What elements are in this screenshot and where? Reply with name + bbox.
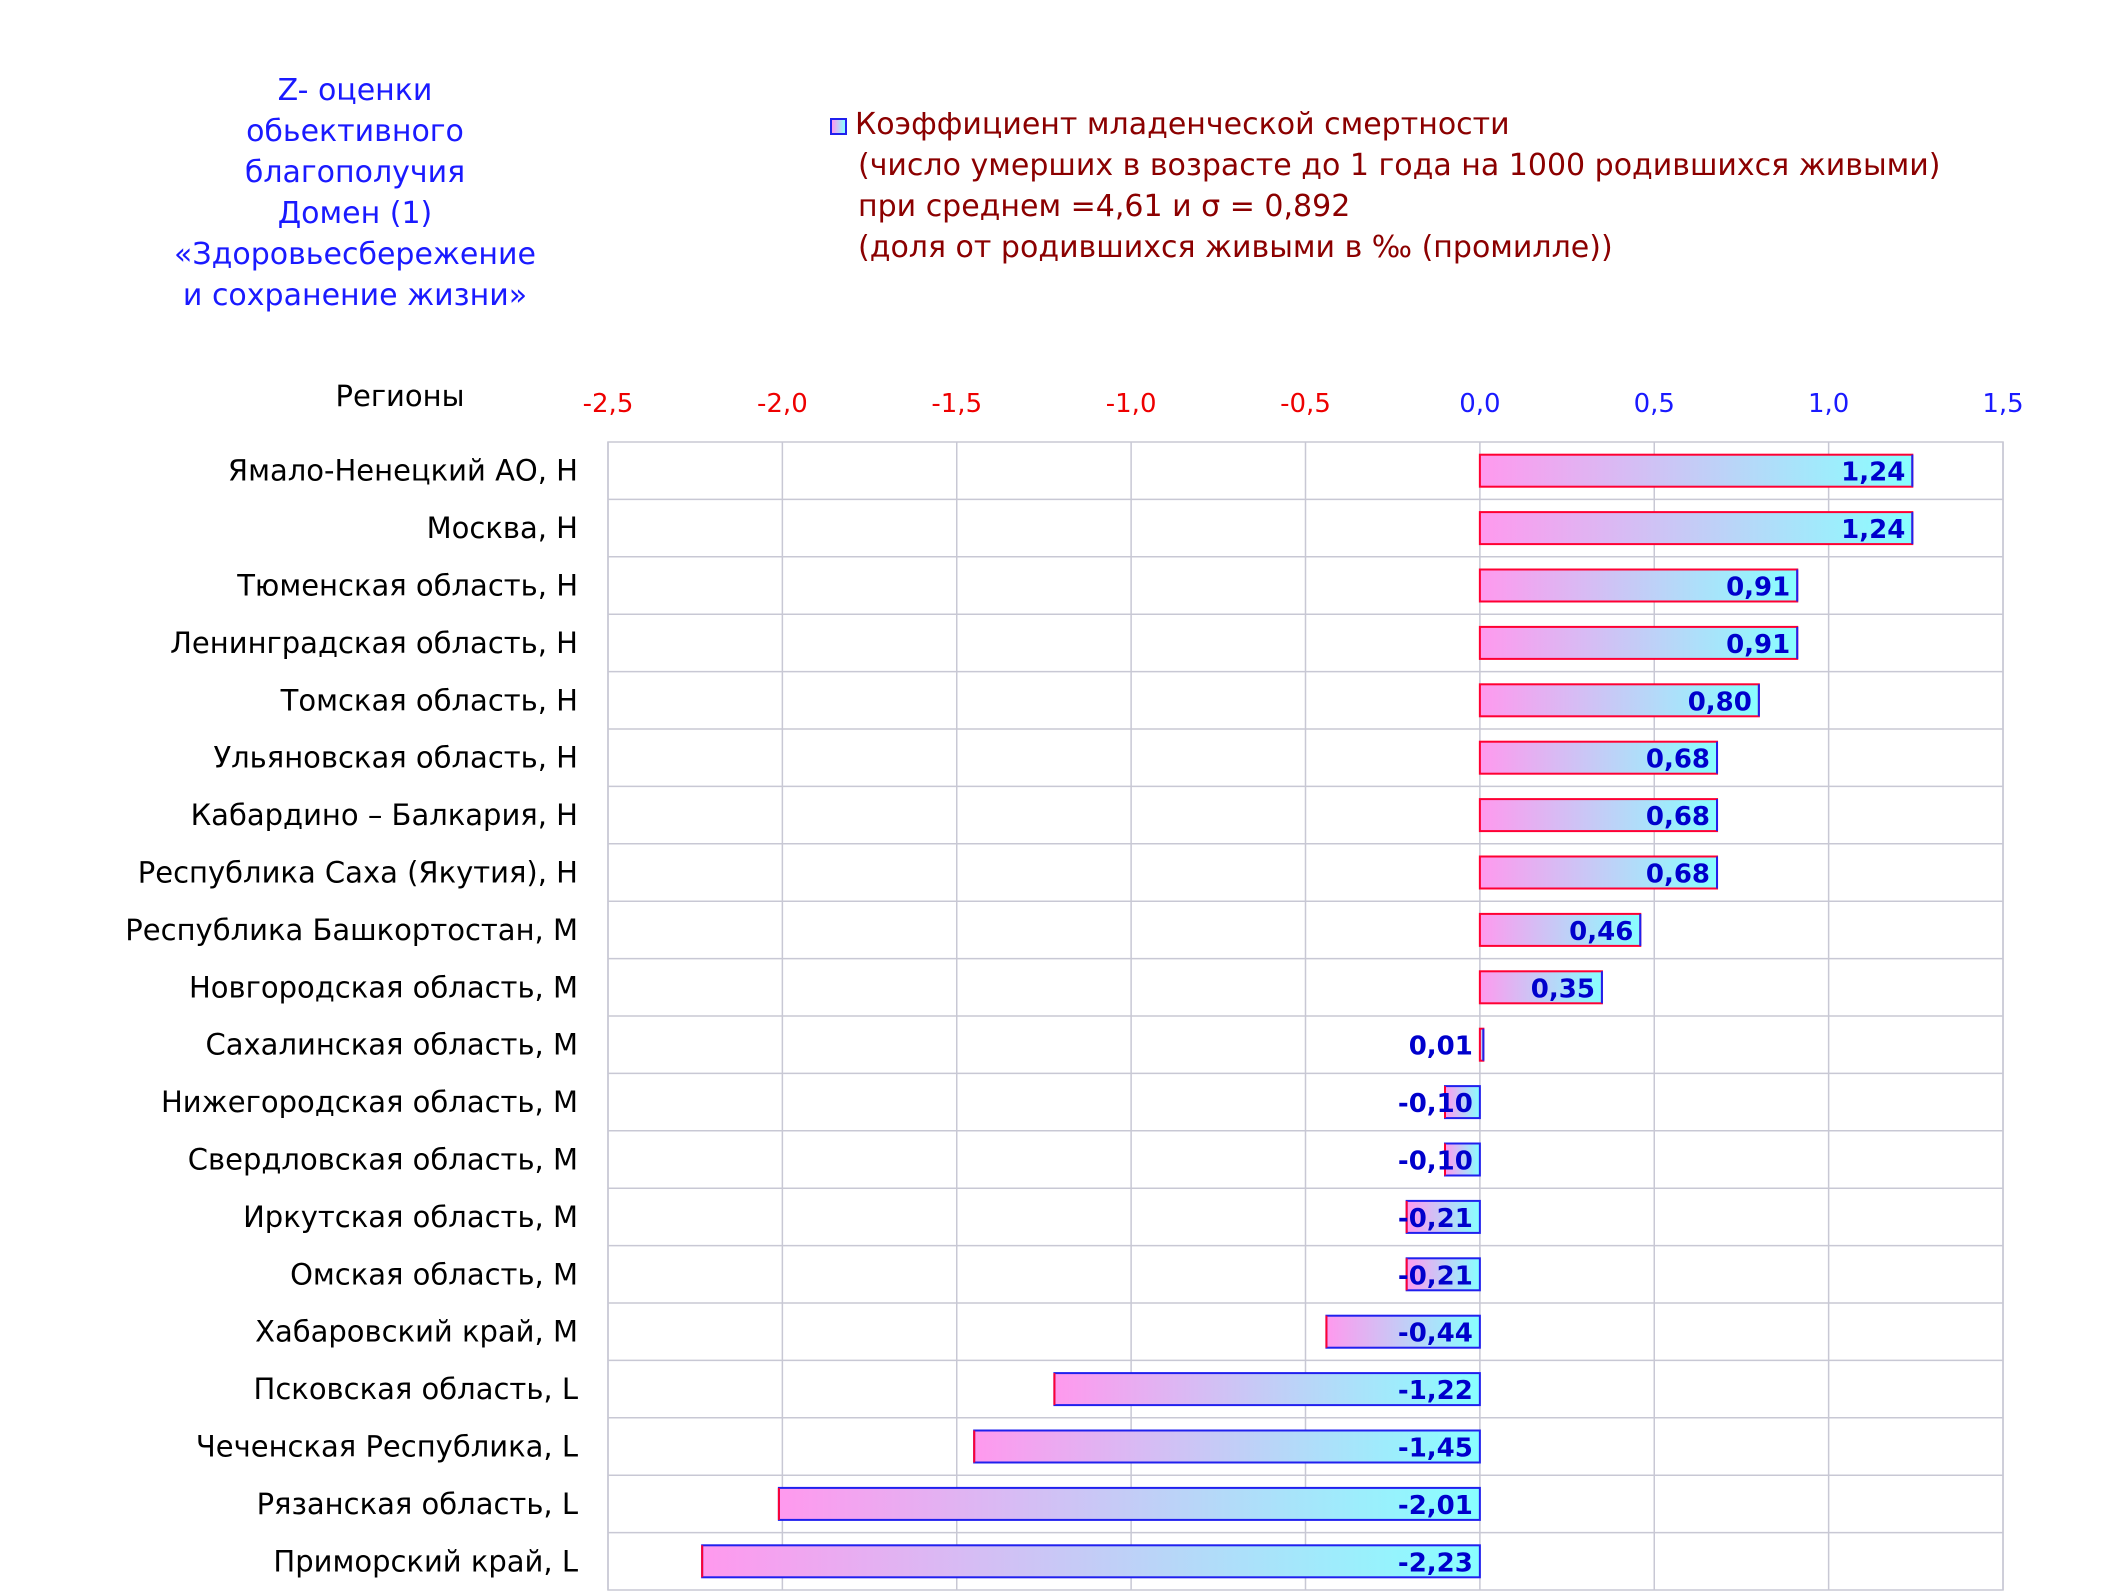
category-label: Тюменская область, Н (236, 569, 578, 603)
data-label: -1,45 (1398, 1434, 1473, 1464)
legend-entry: Коэффициент младенческой смертности (830, 104, 1940, 145)
chart-title: Z- оценки обьективного благополучия Доме… (140, 70, 570, 316)
category-label: Иркутская область, М (243, 1200, 578, 1234)
category-label: Республика Саха (Якутия), Н (138, 856, 578, 890)
data-label: 0,35 (1531, 974, 1595, 1004)
category-label: Москва, Н (427, 511, 578, 545)
category-label: Томская область, Н (280, 683, 578, 717)
data-label: 0,91 (1726, 573, 1790, 603)
category-label: Нижегородская область, М (161, 1085, 578, 1119)
x-tick-label: -0,5 (1280, 389, 1331, 419)
bar (1478, 625, 1799, 660)
bar (1478, 683, 1760, 718)
category-axis-title: Регионы (335, 379, 464, 413)
bar (1444, 1085, 1481, 1120)
data-label: 0,68 (1646, 745, 1710, 775)
bar (777, 1486, 1481, 1521)
x-tick-label: 1,5 (1982, 389, 2023, 419)
title-line: обьективного (246, 114, 464, 149)
category-label: Республика Башкортостан, М (125, 913, 578, 947)
title-line: «Здоровьесбережение (174, 237, 536, 272)
bar (1478, 568, 1799, 603)
x-tick-label: -1,5 (931, 389, 982, 419)
bar (1325, 1314, 1481, 1349)
category-label: Рязанская область, L (257, 1487, 578, 1521)
category-label: Свердловская область, М (188, 1143, 578, 1177)
x-tick-label: -2,0 (757, 389, 808, 419)
data-label: -1,22 (1398, 1376, 1473, 1406)
data-label: -0,10 (1398, 1147, 1473, 1177)
data-label: -0,21 (1398, 1204, 1473, 1234)
bar (1478, 798, 1719, 833)
category-label: Чеченская Республика, L (196, 1430, 578, 1464)
data-label: -2,23 (1398, 1548, 1473, 1578)
data-label: -0,10 (1398, 1089, 1473, 1119)
bar (701, 1544, 1481, 1579)
data-label: 0,68 (1646, 860, 1710, 890)
data-label: -2,01 (1398, 1491, 1473, 1521)
category-label: Хабаровский край, М (255, 1315, 578, 1349)
title-line: и сохранение жизни» (182, 278, 528, 313)
data-label: 0,68 (1646, 802, 1710, 832)
bar (973, 1429, 1481, 1464)
bar (1478, 453, 1914, 488)
data-label: 0,01 (1409, 1032, 1473, 1062)
data-label: -0,44 (1398, 1319, 1473, 1349)
data-label: 0,46 (1569, 917, 1633, 947)
category-label: Приморский край, L (273, 1544, 578, 1578)
data-label: 0,91 (1726, 630, 1790, 660)
title-line: Домен (1) (277, 196, 433, 231)
bar (1478, 740, 1719, 775)
x-tick-label: 0,5 (1634, 389, 1675, 419)
category-label: Ямало-Ненецкий АО, Н (228, 454, 578, 488)
x-tick-label: 1,0 (1808, 389, 1849, 419)
bar (1405, 1199, 1481, 1234)
x-tick-label: -2,5 (583, 389, 634, 419)
title-line: благополучия (244, 155, 466, 190)
bar (1478, 970, 1603, 1005)
data-label: 1,24 (1841, 515, 1905, 545)
category-label: Ленинградская область, Н (170, 626, 578, 660)
bar (1053, 1372, 1481, 1407)
legend-note: (число умерших в возрасте до 1 года на 1… (858, 148, 1941, 183)
category-label: Новгородская область, М (189, 970, 578, 1004)
category-label: Сахалинская область, М (205, 1028, 578, 1062)
data-label: 0,80 (1688, 687, 1752, 717)
legend-swatch (830, 118, 847, 135)
legend-note: (доля от родившихся живыми в ‰ (промилле… (858, 230, 1613, 265)
x-tick-label: -1,0 (1106, 389, 1157, 419)
x-tick-label: 0,0 (1459, 389, 1500, 419)
category-label: Омская область, М (290, 1257, 578, 1291)
legend-note: при среднем =4,61 и σ = 0,892 (858, 189, 1351, 224)
category-label: Ульяновская область, Н (213, 741, 578, 775)
legend-series-label: Коэффициент младенческой смертности (855, 107, 1510, 142)
data-label: -0,21 (1398, 1261, 1473, 1291)
title-line: Z- оценки (277, 73, 433, 108)
category-label: Псковская область, L (254, 1372, 578, 1406)
category-label: Кабардино – Балкария, Н (191, 798, 578, 832)
data-label: 1,24 (1841, 458, 1905, 488)
legend: Коэффициент младенческой смертности (чис… (830, 104, 1940, 268)
